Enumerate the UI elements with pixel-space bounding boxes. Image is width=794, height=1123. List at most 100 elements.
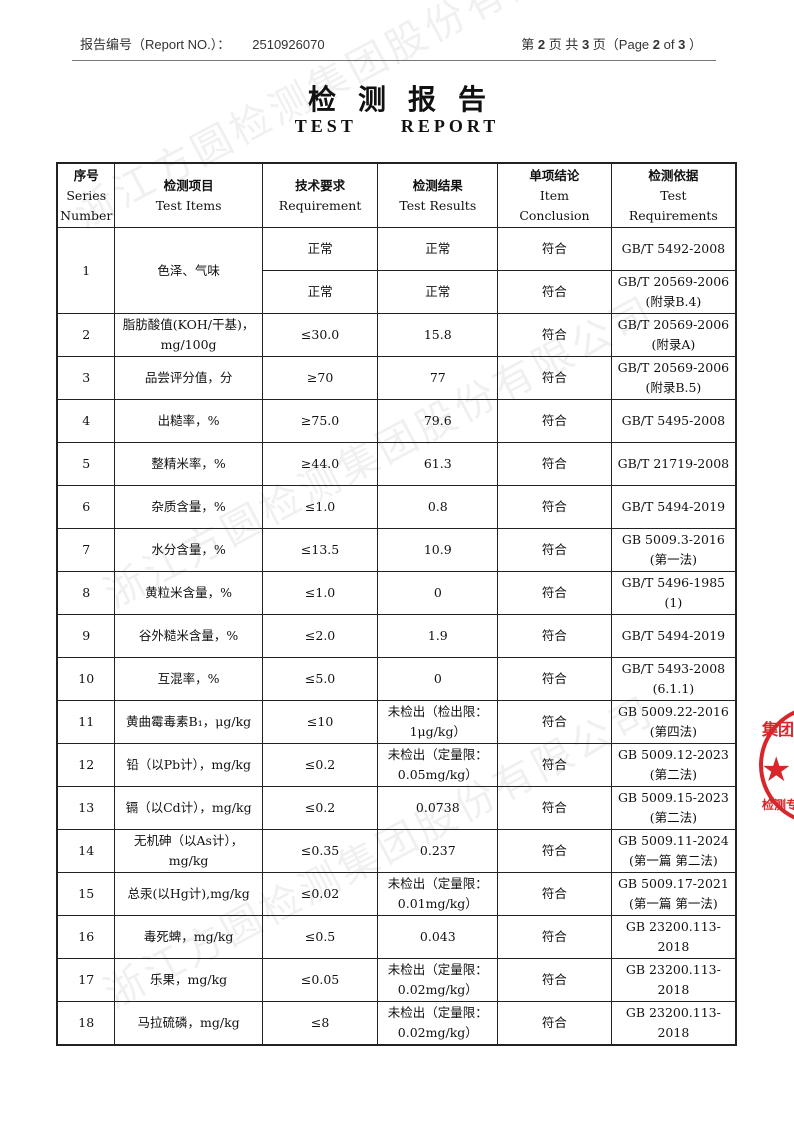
series-number: 6 [56, 485, 116, 529]
series-number: 17 [56, 958, 116, 1002]
conclusion: 符合 [497, 356, 612, 400]
test-basis: GB/T 5493-2008 (6.1.1) [610, 657, 737, 701]
test-result: 0 [377, 657, 499, 701]
test-result: 正常 [377, 270, 499, 314]
table-row: 9 谷外糙米含量，% ≤2.0 1.9 符合 GB/T 5494-2019 [56, 614, 737, 658]
series-number: 1 [56, 227, 116, 314]
page-label: of [663, 37, 675, 52]
requirement: ≥44.0 [261, 442, 379, 486]
test-basis: GB 23200.113-2018 [610, 915, 737, 959]
test-item: 无机砷（以As计），mg/kg [114, 829, 263, 873]
seal-text: 检测专 [762, 797, 794, 812]
test-basis: GB/T 20569-2006 (附录A) [610, 313, 737, 357]
test-basis: GB/T 5495-2008 [610, 399, 737, 443]
test-item: 谷外糙米含量，% [114, 614, 263, 658]
test-basis: GB/T 20569-2006 (附录B.4) [610, 270, 737, 314]
column-header-en: Series [66, 187, 107, 203]
series-number: 14 [56, 829, 116, 873]
report-number-value: 2510926070 [252, 37, 325, 52]
requirement: ≤0.2 [261, 786, 379, 830]
column-header-en: Number [60, 207, 113, 223]
test-basis: GB 23200.113-2018 [610, 958, 737, 1002]
series-number: 3 [56, 356, 116, 400]
test-basis: GB 5009.11-2024 (第一篇 第二法) [610, 829, 737, 873]
test-result: 0.0738 [377, 786, 499, 830]
series-number: 13 [56, 786, 116, 830]
series-number: 11 [56, 700, 116, 744]
conclusion: 符合 [497, 485, 612, 529]
test-result: 未检出（定量限：0.02mg/kg） [377, 1001, 499, 1046]
column-header-cn: 检测项目 [163, 177, 214, 193]
test-item: 整精米率，% [114, 442, 263, 486]
conclusion: 符合 [497, 829, 612, 873]
series-number: 9 [56, 614, 116, 658]
column-header: 检测项目 Test Items [114, 162, 263, 228]
table-row: 14 无机砷（以As计），mg/kg ≤0.35 0.237 符合 GB 5009.11-… [56, 829, 737, 873]
conclusion: 符合 [497, 786, 612, 830]
page-total-en: 3 [678, 37, 686, 52]
requirement: 正常 [261, 270, 379, 314]
company-seal: 集团股 ★ 检测专 [759, 710, 794, 820]
conclusion: 符合 [497, 958, 612, 1002]
conclusion: 符合 [497, 399, 612, 443]
requirement: ≤2.0 [261, 614, 379, 658]
test-item: 脂肪酸值(KOH/干基)，mg/100g [114, 313, 263, 357]
requirement: ≤0.35 [261, 829, 379, 873]
column-header-cn: 序号 [73, 167, 99, 183]
column-header: 检测依据 Test Requirements [610, 162, 737, 228]
test-result: 15.8 [377, 313, 499, 357]
table-row: 16 毒死蜱，mg/kg ≤0.5 0.043 符合 GB 23200.113-2018 [56, 915, 737, 959]
test-basis: GB 5009.22-2016 (第四法) [610, 700, 737, 744]
test-basis: GB/T 20569-2006 (附录B.5) [610, 356, 737, 400]
column-header: 单项结论 Item Conclusion [497, 162, 612, 228]
column-header-cn: 单项结论 [529, 167, 580, 183]
test-basis: GB/T 5492-2008 [610, 227, 737, 271]
table-row: 11 黄曲霉毒素B₁，μg/kg ≤10 未检出（检出限：1μg/kg） 符合 GB 50… [56, 700, 737, 744]
table-row: 1 色泽、气味 正常 正常 符合 GB/T 5492-2008 [56, 227, 737, 314]
test-item: 水分含量，% [114, 528, 263, 572]
test-result: 79.6 [377, 399, 499, 443]
conclusion: 符合 [497, 227, 612, 271]
table-row: 3 品尝评分值，分 ≥70 77 符合 GB/T 20569-2006 (附录B.5) [56, 356, 737, 400]
test-item: 毒死蜱，mg/kg [114, 915, 263, 959]
series-number: 18 [56, 1001, 116, 1046]
column-header: 序号 Series Number [56, 162, 116, 228]
requirement: ≤0.5 [261, 915, 379, 959]
page-label: ） [688, 37, 702, 52]
table-header-row: 序号 Series Number 检测项目 Test Items 技术要求 Requirem… [56, 162, 737, 228]
test-result: 0 [377, 571, 499, 615]
test-item: 黄曲霉毒素B₁，μg/kg [114, 700, 263, 744]
test-basis: GB/T 5494-2019 [610, 614, 737, 658]
requirement: ≤0.2 [261, 743, 379, 787]
table-row: 2 脂肪酸值(KOH/干基)，mg/100g ≤30.0 15.8 符合 GB/T 205… [56, 313, 737, 357]
subtitle-word: REPORT [400, 116, 500, 136]
test-item: 杂质含量，% [114, 485, 263, 529]
table-row: 13 镉（以Cd计），mg/kg ≤0.2 0.0738 符合 GB 5009.15-20… [56, 786, 737, 830]
conclusion: 符合 [497, 313, 612, 357]
column-header-en: Test Items [155, 197, 222, 213]
seal-text: 集团股 [761, 720, 794, 739]
test-item: 品尝评分值，分 [114, 356, 263, 400]
test-result: 正常 [377, 227, 499, 271]
report-number-label: 报告编号（Report NO.）： [80, 37, 231, 52]
series-number: 4 [56, 399, 116, 443]
column-header-en: Item [539, 187, 570, 203]
requirement: ≥75.0 [261, 399, 379, 443]
requirement: ≤0.02 [261, 872, 379, 916]
requirement: ≤8 [261, 1001, 379, 1046]
series-number: 8 [56, 571, 116, 615]
series-number: 2 [56, 313, 116, 357]
page-current: 2 [537, 37, 546, 52]
test-basis: GB 5009.12-2023 (第二法) [610, 743, 737, 787]
column-header-cn: 检测结果 [412, 177, 463, 193]
table-row: 5 整精米率，% ≥44.0 61.3 符合 GB/T 21719-2008 [56, 442, 737, 486]
test-basis: GB 23200.113-2018 [610, 1001, 737, 1046]
column-header-en: Conclusion [519, 207, 590, 223]
page-label: 第 [521, 37, 535, 52]
test-result: 未检出（检出限：1μg/kg） [377, 700, 499, 744]
conclusion: 符合 [497, 442, 612, 486]
results-table: 序号 Series Number 检测项目 Test Items 技术要求 Requirem… [56, 162, 737, 1046]
requirement: ≤10 [261, 700, 379, 744]
page-current-en: 2 [652, 37, 661, 52]
series-number: 10 [56, 657, 116, 701]
